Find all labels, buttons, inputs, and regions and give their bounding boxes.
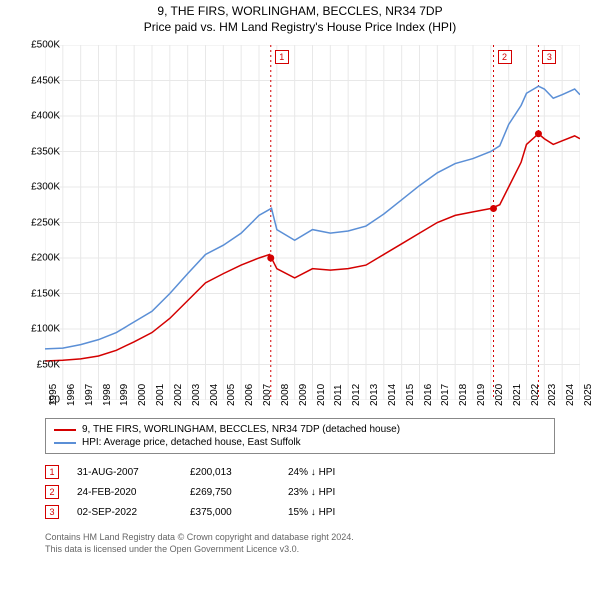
transaction-price: £269,750	[190, 487, 270, 498]
x-axis-tick: 2015	[405, 384, 416, 406]
x-axis-tick: 2002	[173, 384, 184, 406]
x-axis-tick: 1998	[102, 384, 113, 406]
transaction-delta: 23% ↓ HPI	[288, 487, 388, 498]
x-axis-tick: 2011	[333, 384, 344, 406]
legend-row: 9, THE FIRS, WORLINGHAM, BECCLES, NR34 7…	[54, 423, 546, 436]
x-axis-tick: 1995	[48, 384, 59, 406]
footer-line-2: This data is licensed under the Open Gov…	[45, 544, 555, 556]
x-axis-tick: 2012	[351, 384, 362, 406]
x-axis-tick: 2001	[155, 384, 166, 406]
x-axis-tick: 2024	[565, 384, 576, 406]
x-axis-tick: 2017	[440, 384, 451, 406]
x-axis-tick: 2010	[316, 384, 327, 406]
transaction-marker: 3	[45, 505, 59, 519]
x-axis-tick: 2018	[458, 384, 469, 406]
x-axis-tick: 2005	[226, 384, 237, 406]
footer-attribution: Contains HM Land Registry data © Crown c…	[45, 532, 555, 555]
x-axis-tick: 1999	[119, 384, 130, 406]
transaction-date: 24-FEB-2020	[77, 487, 172, 498]
legend-swatch	[54, 429, 76, 431]
legend-label: 9, THE FIRS, WORLINGHAM, BECCLES, NR34 7…	[82, 424, 400, 435]
transaction-delta: 24% ↓ HPI	[288, 467, 388, 478]
y-axis-tick: £250K	[31, 217, 60, 228]
x-axis-tick: 2020	[494, 384, 505, 406]
legend-row: HPI: Average price, detached house, East…	[54, 436, 546, 449]
sale-marker-3: 3	[542, 50, 556, 64]
chart-title-sub: Price paid vs. HM Land Registry's House …	[0, 20, 600, 34]
legend-swatch	[54, 442, 76, 444]
transaction-price: £200,013	[190, 467, 270, 478]
transaction-row: 1 31-AUG-2007 £200,013 24% ↓ HPI	[45, 462, 555, 482]
y-axis-tick: £300K	[31, 182, 60, 193]
transaction-date: 02-SEP-2022	[77, 507, 172, 518]
y-axis-tick: £400K	[31, 111, 60, 122]
y-axis-tick: £450K	[31, 75, 60, 86]
x-axis-tick: 2007	[262, 384, 273, 406]
x-axis-tick: 2023	[547, 384, 558, 406]
chart-plot-area	[45, 45, 580, 400]
x-axis-tick: 2019	[476, 384, 487, 406]
x-axis-tick: 1996	[66, 384, 77, 406]
y-axis-tick: £200K	[31, 253, 60, 264]
x-axis-tick: 2003	[191, 384, 202, 406]
y-axis-tick: £100K	[31, 324, 60, 335]
y-axis-tick: £50K	[37, 359, 60, 370]
x-axis-tick: 1997	[84, 384, 95, 406]
transaction-row: 2 24-FEB-2020 £269,750 23% ↓ HPI	[45, 482, 555, 502]
x-axis-tick: 2000	[137, 384, 148, 406]
transaction-price: £375,000	[190, 507, 270, 518]
x-axis-tick: 2016	[423, 384, 434, 406]
x-axis-tick: 2008	[280, 384, 291, 406]
sale-marker-1: 1	[275, 50, 289, 64]
x-axis-tick: 2025	[583, 384, 594, 406]
transaction-row: 3 02-SEP-2022 £375,000 15% ↓ HPI	[45, 502, 555, 522]
x-axis-tick: 2004	[209, 384, 220, 406]
transaction-date: 31-AUG-2007	[77, 467, 172, 478]
legend-box: 9, THE FIRS, WORLINGHAM, BECCLES, NR34 7…	[45, 418, 555, 454]
chart-svg	[45, 45, 580, 400]
y-axis-tick: £500K	[31, 40, 60, 51]
x-axis-tick: 2013	[369, 384, 380, 406]
x-axis-tick: 2009	[298, 384, 309, 406]
footer-line-1: Contains HM Land Registry data © Crown c…	[45, 532, 555, 544]
transactions-table: 1 31-AUG-2007 £200,013 24% ↓ HPI 2 24-FEB-202…	[45, 462, 555, 522]
x-axis-tick: 2014	[387, 384, 398, 406]
x-axis-tick: 2022	[530, 384, 541, 406]
transaction-marker: 2	[45, 485, 59, 499]
legend-label: HPI: Average price, detached house, East…	[82, 437, 301, 448]
sale-marker-2: 2	[498, 50, 512, 64]
chart-title-address: 9, THE FIRS, WORLINGHAM, BECCLES, NR34 7…	[0, 4, 600, 18]
x-axis-tick: 2021	[512, 384, 523, 406]
transaction-delta: 15% ↓ HPI	[288, 507, 388, 518]
y-axis-tick: £350K	[31, 146, 60, 157]
transaction-marker: 1	[45, 465, 59, 479]
x-axis-tick: 2006	[244, 384, 255, 406]
y-axis-tick: £150K	[31, 288, 60, 299]
